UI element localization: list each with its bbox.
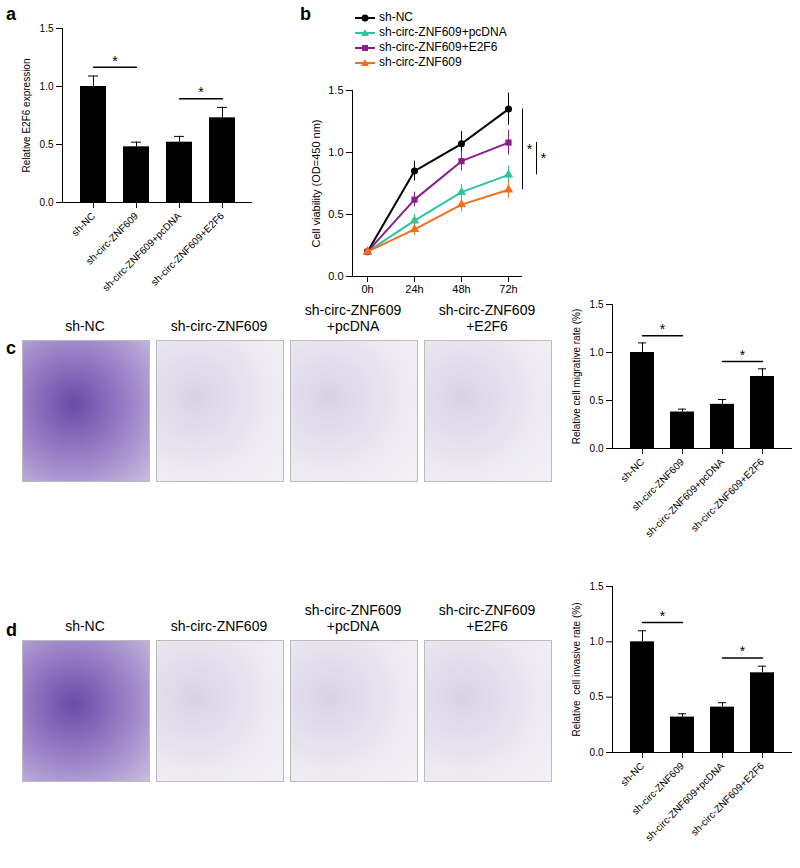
svg-text:1.5: 1.5 xyxy=(40,23,54,34)
svg-text:0.5: 0.5 xyxy=(590,395,604,406)
svg-text:*: * xyxy=(541,150,547,166)
html-text:sh-NC: sh-NC xyxy=(65,618,105,634)
svg-text:0.0: 0.0 xyxy=(40,197,54,208)
svg-text:0.5: 0.5 xyxy=(590,691,604,702)
svg-text:sh-NC: sh-NC xyxy=(618,456,646,484)
html-text:sh-NC: sh-NC xyxy=(65,318,105,334)
svg-text:0.5: 0.5 xyxy=(328,208,343,220)
svg-text:0.0: 0.0 xyxy=(590,747,604,758)
html-text:sh-circ-ZNF609: sh-circ-ZNF609 xyxy=(170,318,268,334)
svg-text:1.5: 1.5 xyxy=(590,299,604,310)
svg-text:24h: 24h xyxy=(405,283,423,295)
html-text:sh-circ-ZNF609+E2F6: sh-circ-ZNF609+E2F6 xyxy=(379,40,498,54)
svg-text:0.5: 0.5 xyxy=(40,139,54,150)
html-text:a: a xyxy=(6,4,16,24)
svg-text:sh-NC: sh-NC xyxy=(618,760,646,788)
svg-text:*: * xyxy=(112,53,118,69)
html-text:+E2F6: +E2F6 xyxy=(466,618,508,634)
svg-text:72h: 72h xyxy=(499,283,517,295)
svg-text:sh-circ-ZNF609+E2F6: sh-circ-ZNF609+E2F6 xyxy=(149,210,227,288)
html-text:sh-NC: sh-NC xyxy=(379,10,413,24)
svg-text:Relative cell migrative rate (: Relative cell migrative rate (%) xyxy=(571,309,582,445)
svg-text:*: * xyxy=(740,643,746,659)
html-text:sh-circ-ZNF609: sh-circ-ZNF609 xyxy=(379,55,462,69)
svg-text:1.5: 1.5 xyxy=(328,84,343,96)
svg-text:Cell viability (OD=450 nm): Cell viability (OD=450 nm) xyxy=(310,119,322,247)
html-text:sh-circ-ZNF609: sh-circ-ZNF609 xyxy=(170,618,268,634)
svg-text:1.5: 1.5 xyxy=(590,581,604,592)
html-text:sh-circ-ZNF609: sh-circ-ZNF609 xyxy=(438,602,536,618)
svg-text:sh-circ-ZNF609+E2F6: sh-circ-ZNF609+E2F6 xyxy=(689,760,767,838)
svg-text:*: * xyxy=(198,84,204,100)
svg-text:1.0: 1.0 xyxy=(40,81,54,92)
html-text:sh-circ-ZNF609: sh-circ-ZNF609 xyxy=(304,302,402,318)
svg-text:sh-circ-ZNF609+E2F6: sh-circ-ZNF609+E2F6 xyxy=(689,456,767,534)
svg-text:sh-circ-ZNF609+pcDNA: sh-circ-ZNF609+pcDNA xyxy=(100,210,183,293)
svg-text:*: * xyxy=(527,141,533,157)
svg-text:1.0: 1.0 xyxy=(590,347,604,358)
html-text:sh-circ-ZNF609: sh-circ-ZNF609 xyxy=(438,302,536,318)
html-text:sh-circ-ZNF609+pcDNA: sh-circ-ZNF609+pcDNA xyxy=(379,25,507,39)
svg-text:Relative cell invasive rate (: Relative cell invasive rate (%) xyxy=(571,603,582,737)
svg-text:*: * xyxy=(660,608,666,624)
svg-text:sh-circ-ZNF609+pcDNA: sh-circ-ZNF609+pcDNA xyxy=(643,760,726,843)
svg-text:0.0: 0.0 xyxy=(328,270,343,282)
svg-text:*: * xyxy=(660,321,666,337)
html-text:sh-circ-ZNF609: sh-circ-ZNF609 xyxy=(304,602,402,618)
html-text:b: b xyxy=(300,4,311,24)
svg-text:48h: 48h xyxy=(452,283,470,295)
html-text:+pcDNA: +pcDNA xyxy=(326,318,380,334)
svg-text:sh-circ-ZNF609+pcDNA: sh-circ-ZNF609+pcDNA xyxy=(643,456,726,539)
svg-text:0h: 0h xyxy=(361,283,373,295)
svg-text:sh-NC: sh-NC xyxy=(69,210,97,238)
svg-text:1.0: 1.0 xyxy=(590,636,604,647)
svg-text:*: * xyxy=(740,347,746,363)
html-text:c: c xyxy=(6,338,16,358)
svg-text:0.0: 0.0 xyxy=(590,443,604,454)
svg-text:1.0: 1.0 xyxy=(328,146,343,158)
svg-text:Relative E2F6 expression: Relative E2F6 expression xyxy=(21,59,32,173)
html-text:+E2F6: +E2F6 xyxy=(466,318,508,334)
html-text:d: d xyxy=(6,620,17,640)
html-text:+pcDNA: +pcDNA xyxy=(326,618,380,634)
